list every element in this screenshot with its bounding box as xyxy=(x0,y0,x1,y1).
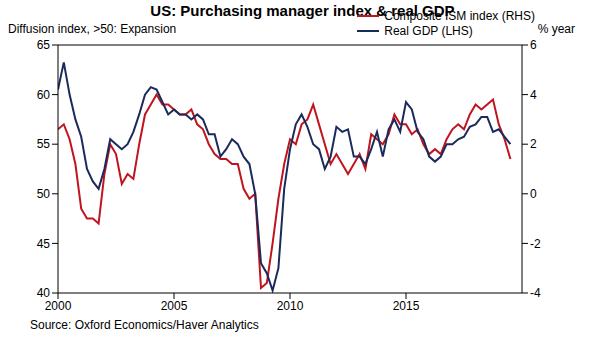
svg-text:2005: 2005 xyxy=(161,299,188,313)
svg-text:60: 60 xyxy=(37,88,51,102)
html-text:US: Purchasing manager index &: US: Purchasing manager index & real GDP xyxy=(150,2,455,19)
html-text:Real GDP (LHS): Real GDP (LHS) xyxy=(384,23,473,38)
svg-text:6: 6 xyxy=(530,38,537,52)
svg-text:40: 40 xyxy=(37,286,51,300)
svg-text:4: 4 xyxy=(530,88,537,102)
svg-text:50: 50 xyxy=(37,187,51,201)
svg-text:-2: -2 xyxy=(530,237,541,251)
html-text:Composite ISM index (RHS): Composite ISM index (RHS) xyxy=(384,8,535,23)
svg-text:45: 45 xyxy=(37,237,51,251)
svg-text:2: 2 xyxy=(530,137,537,151)
svg-text:55: 55 xyxy=(37,137,51,151)
html-text:Diffusion index, >50: Expansio: Diffusion index, >50: Expansion xyxy=(8,22,177,36)
svg-text:65: 65 xyxy=(37,38,51,52)
html-text:% year: % year xyxy=(537,22,575,36)
svg-text:2000: 2000 xyxy=(45,299,72,313)
svg-text:2010: 2010 xyxy=(277,299,304,313)
svg-text:0: 0 xyxy=(530,187,537,201)
svg-text:2015: 2015 xyxy=(393,299,420,313)
svg-text:-4: -4 xyxy=(530,286,541,300)
html-text:Source: Oxford Economics/Haver: Source: Oxford Economics/Haver Analytics xyxy=(30,318,259,332)
